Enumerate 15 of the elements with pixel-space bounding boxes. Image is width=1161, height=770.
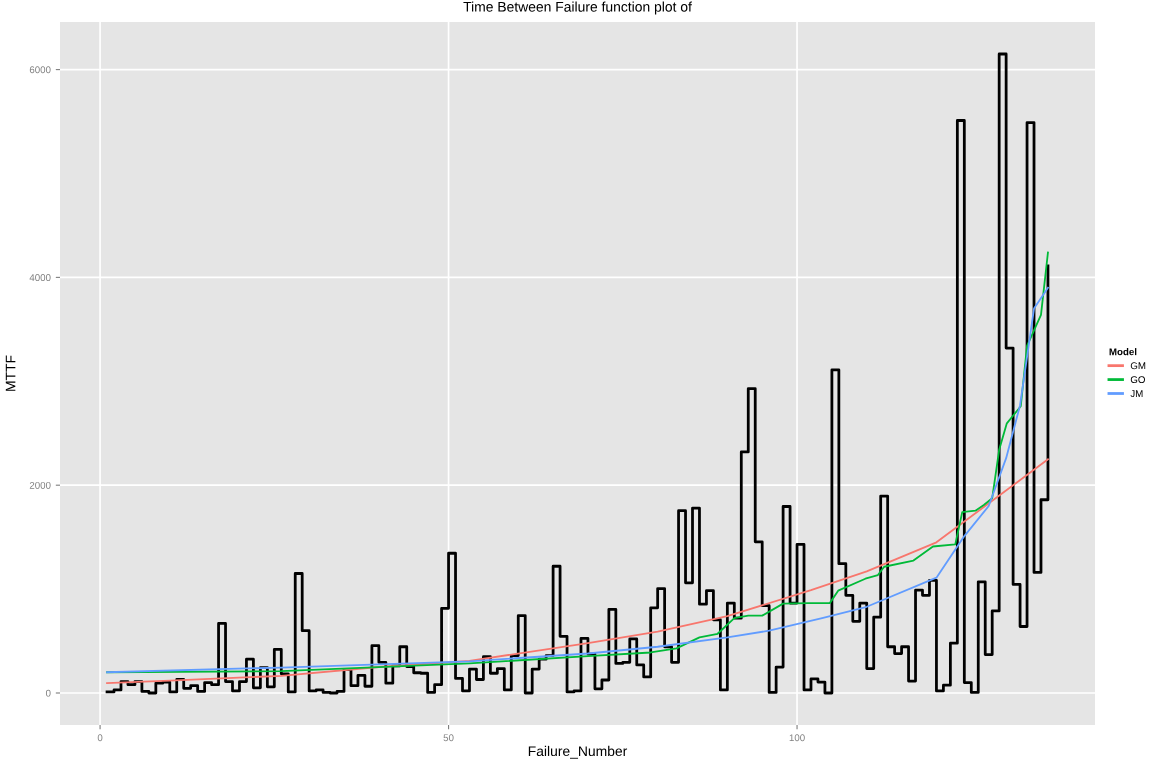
- x-tick-label: 0: [97, 734, 103, 742]
- x-axis-title: Failure_Number: [528, 745, 628, 759]
- y-axis-title: MTTF: [5, 355, 16, 391]
- chart-title: Time Between Failure function plot of: [463, 1, 692, 15]
- legend-label: GO: [1130, 376, 1145, 384]
- y-tick-label: 6000: [29, 66, 51, 74]
- legend-label: GM: [1130, 362, 1146, 370]
- y-tick-label: 0: [45, 689, 51, 697]
- x-tick-label: 50: [443, 734, 454, 742]
- legend-label: JM: [1130, 390, 1143, 397]
- y-tick-label: 4000: [29, 274, 51, 282]
- legend-title: Model: [1109, 348, 1137, 356]
- x-tick-label: 100: [789, 734, 805, 742]
- line-series: [106, 458, 1049, 685]
- y-tick-label: 2000: [29, 481, 51, 489]
